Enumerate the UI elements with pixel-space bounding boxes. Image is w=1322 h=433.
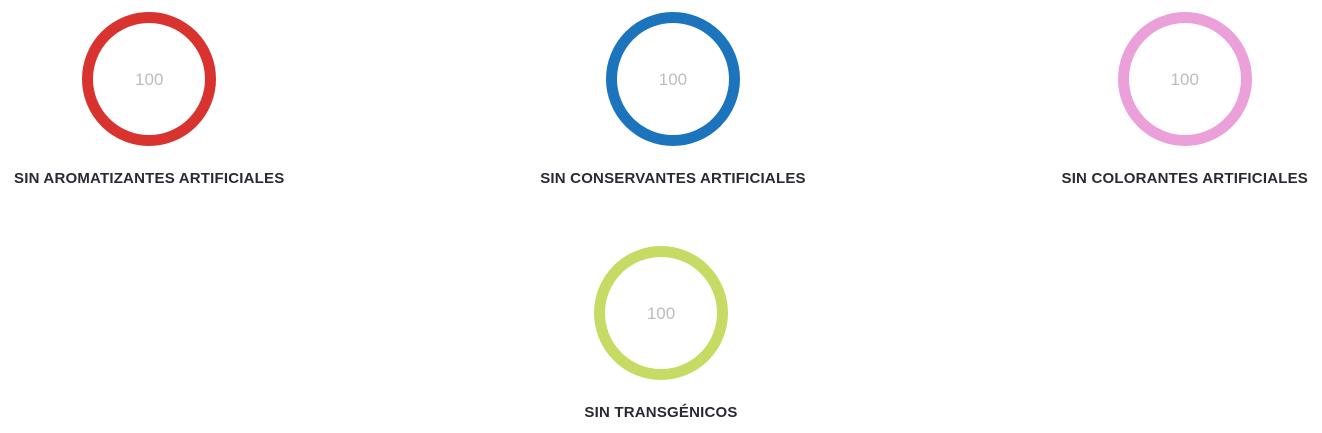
chart-value: 100 [646,303,676,323]
donut-ring-aromatizantes: 100 [82,12,217,146]
chart-label: SIN CONSERVANTES ARTIFICIALES [540,170,806,187]
chart-value: 100 [135,69,164,89]
chart-transgenicos: 100 SIN TRANSGÉNICOS [584,246,737,421]
chart-aromatizantes: 100 SIN AROMATIZANTES ARTIFICIALES [14,12,284,187]
chart-label: SIN TRANSGÉNICOS [584,404,738,421]
features-row-top: 100 SIN AROMATIZANTES ARTIFICIALES 100 S… [0,12,1322,187]
donut-ring-conservantes: 100 [605,12,740,146]
chart-label: SIN COLORANTES ARTIFICIALES [1061,170,1308,187]
features-row-bottom: 100 SIN TRANSGÉNICOS [0,246,1322,421]
chart-colorantes: 100 SIN COLORANTES ARTIFICIALES [1061,12,1308,187]
chart-conservantes: 100 SIN CONSERVANTES ARTIFICIALES [540,12,806,187]
chart-value: 100 [1170,69,1199,89]
chart-value: 100 [658,69,688,89]
product-features-section: 100 SIN AROMATIZANTES ARTIFICIALES 100 S… [0,12,1322,421]
chart-label: SIN AROMATIZANTES ARTIFICIALES [14,170,285,187]
donut-ring-colorantes: 100 [1117,12,1252,146]
donut-ring-transgenicos: 100 [594,246,728,380]
